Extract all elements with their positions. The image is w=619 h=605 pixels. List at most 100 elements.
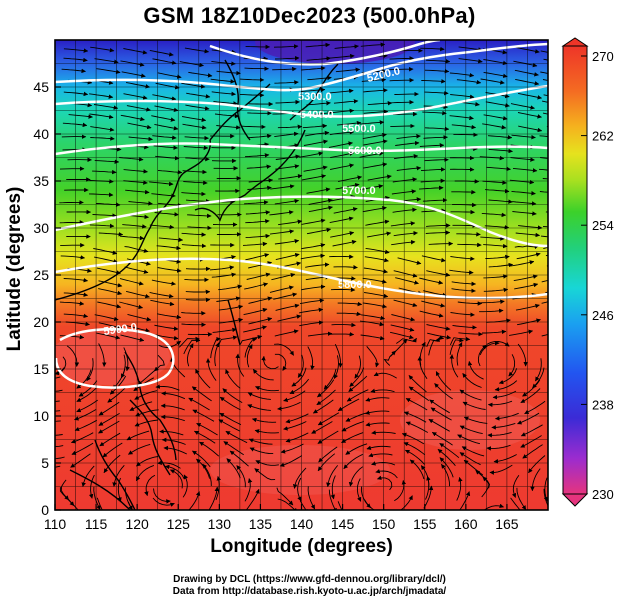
streamline [153, 488, 171, 504]
colorbar-ticks: 270 262 254 246 238 230 [581, 49, 614, 502]
streamline [274, 353, 287, 371]
streamline [123, 48, 148, 55]
streamline [333, 265, 358, 270]
streamline [185, 104, 210, 111]
streamline [291, 367, 307, 387]
streamline [480, 299, 505, 304]
streamline [55, 465, 61, 468]
streamline [517, 343, 528, 367]
streamline [245, 253, 270, 261]
streamline [449, 115, 474, 121]
streamline [329, 108, 355, 114]
contour-label: 5600.0 [348, 145, 382, 157]
streamline [124, 266, 149, 274]
streamline [93, 104, 119, 110]
streamline [457, 242, 482, 248]
streamline [280, 443, 304, 454]
streamline [400, 495, 413, 510]
streamline [486, 166, 511, 172]
streamline [181, 243, 207, 249]
streamline [331, 322, 356, 328]
colorbar-tick-label: 254 [592, 218, 614, 233]
streamline [214, 113, 240, 119]
streamline [98, 280, 123, 288]
streamline [274, 329, 299, 337]
x-tick-label: 145 [331, 516, 355, 532]
streamline [485, 101, 510, 108]
streamline [493, 454, 517, 464]
streamline [510, 497, 521, 510]
map-title: GSM 18Z10Dec2023 (500.0hPa) [143, 3, 476, 28]
streamline [274, 198, 300, 205]
streamline [223, 441, 244, 456]
streamline [494, 412, 519, 421]
streamline [89, 113, 114, 120]
streamline [243, 307, 268, 316]
streamline [462, 401, 486, 410]
streamline [152, 94, 177, 101]
streamline [184, 135, 209, 141]
contour-label: 5500.0 [342, 123, 376, 135]
streamline [98, 401, 120, 416]
contour-label: 5400.0 [300, 109, 334, 121]
streamline [520, 424, 543, 437]
streamline [90, 126, 115, 132]
streamline [404, 449, 425, 465]
streamline [55, 420, 61, 422]
x-tick-label: 160 [454, 516, 478, 532]
streamline [421, 255, 446, 263]
streamline [299, 320, 324, 327]
streamline [393, 230, 418, 237]
streamline [225, 430, 248, 444]
streamline [292, 467, 307, 489]
streamline [522, 379, 541, 397]
streamline [98, 322, 123, 330]
streamline [423, 135, 448, 140]
streamline [155, 384, 180, 391]
y-tick-label: 40 [33, 126, 49, 142]
streamline [126, 82, 151, 89]
streamline [367, 100, 393, 106]
streamline [539, 191, 548, 193]
streamline [333, 207, 358, 214]
streamline [96, 332, 121, 340]
streamline [297, 477, 302, 502]
streamline [543, 488, 548, 510]
streamline [246, 164, 272, 169]
streamline [335, 182, 360, 190]
streamline [299, 500, 307, 510]
streamline [477, 344, 487, 367]
streamline [301, 243, 326, 250]
streamline [425, 230, 451, 235]
streamline [93, 486, 101, 510]
streamline [123, 169, 148, 174]
x-tick-label: 130 [208, 516, 232, 532]
streamline [307, 346, 315, 371]
streamline [364, 499, 375, 510]
streamline [55, 456, 65, 460]
streamline [518, 92, 543, 100]
streamline [134, 390, 158, 400]
streamline [341, 421, 365, 432]
streamline [451, 288, 476, 294]
streamline [245, 44, 271, 50]
streamline [244, 478, 253, 502]
streamline [186, 92, 211, 99]
y-tick-label: 30 [33, 220, 49, 236]
streamline [119, 301, 144, 310]
streamline [512, 201, 537, 206]
streamline [346, 389, 369, 402]
streamline [229, 450, 249, 467]
streamline [240, 334, 263, 345]
streamline [76, 369, 92, 389]
streamline [483, 114, 508, 121]
streamline [297, 354, 304, 378]
streamline [254, 468, 276, 481]
streamline [539, 511, 551, 532]
streamline [185, 156, 210, 162]
streamline [419, 277, 444, 285]
streamline [492, 390, 517, 400]
streamline [423, 485, 434, 509]
y-tick-label: 10 [33, 408, 49, 424]
streamline [430, 407, 452, 421]
